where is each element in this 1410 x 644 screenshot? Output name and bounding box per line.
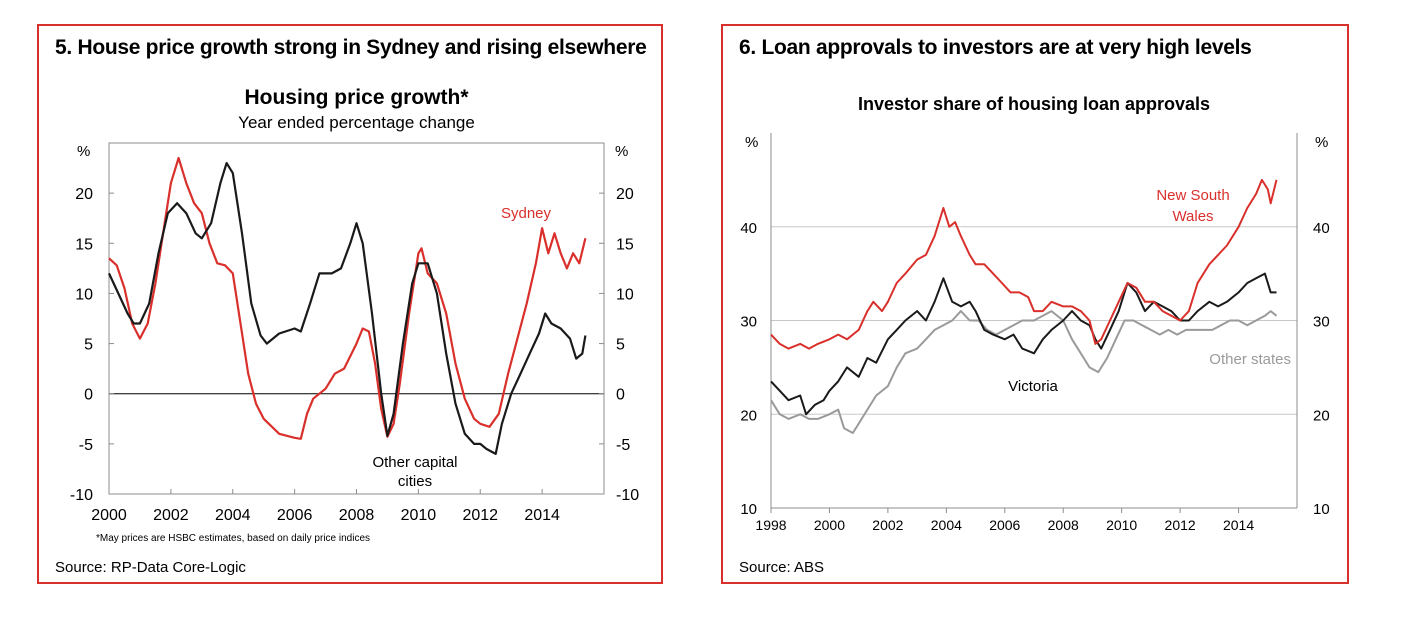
chart-subtitle: Year ended percentage change [238, 113, 475, 132]
y-tick-label-right: 10 [1313, 501, 1330, 518]
series-line-other-states [770, 310, 1278, 434]
panel-heading: 6. Loan approvals to investors are at ve… [739, 36, 1252, 59]
x-tick-label: 2002 [153, 507, 189, 524]
x-tick-label: 2014 [1223, 517, 1254, 533]
y-tick-label-right: -5 [616, 437, 630, 454]
x-tick-label: 2002 [872, 517, 903, 533]
y-tick-label-left: 5 [84, 337, 93, 354]
series-line-sydney [108, 156, 587, 440]
chart-title: Investor share of housing loan approvals [858, 94, 1210, 114]
series-label-new-south-wales: New South [1156, 187, 1229, 204]
y-tick-label-right: 40 [1313, 220, 1330, 237]
y-tick-label-right: 20 [1313, 407, 1330, 424]
source-note: Source: RP-Data Core-Logic [55, 559, 246, 576]
y-tick-label-left: 0 [84, 387, 93, 404]
panel-heading: 5. House price growth strong in Sydney a… [55, 36, 647, 59]
house-price-growth-chart: Housing price growth* Year ended percenta… [70, 86, 639, 544]
x-tick-label: 2006 [989, 517, 1020, 533]
series-label-other-capital-cities: Other capital [372, 454, 457, 471]
y-unit-right: % [1315, 134, 1328, 151]
chart-panel-investor-loan-share: 6. Loan approvals to investors are at ve… [721, 24, 1349, 584]
source-note: Source: ABS [739, 559, 825, 576]
y-tick-label-left: -10 [70, 487, 93, 504]
series-label-sydney: Sydney [501, 205, 552, 222]
x-tick-label: 2014 [524, 507, 560, 524]
y-unit-left: % [77, 143, 90, 160]
y-tick-label-left: -5 [79, 437, 93, 454]
y-tick-label-left: 20 [75, 186, 93, 203]
x-tick-label: 2000 [814, 517, 845, 533]
y-tick-label-right: 5 [616, 337, 625, 354]
x-tick-label: 1998 [755, 517, 786, 533]
plot-frame [108, 142, 605, 495]
series-label-other-capital-cities: cities [398, 473, 432, 490]
chart-title: Housing price growth* [244, 86, 469, 109]
x-tick-label: 2000 [91, 507, 127, 524]
y-tick-label-left: 15 [75, 236, 93, 253]
x-tick-label: 2004 [215, 507, 251, 524]
y-unit-left: % [745, 134, 758, 151]
x-tick-label: 2012 [1165, 517, 1196, 533]
x-tick-label: 2008 [1048, 517, 1079, 533]
series-label-victoria: Victoria [1008, 378, 1058, 395]
series-line-other-capital-cities [108, 162, 587, 455]
chart-panel-house-price-growth: 5. House price growth strong in Sydney a… [37, 24, 663, 584]
x-tick-label: 2010 [1106, 517, 1137, 533]
x-tick-label: 2010 [401, 507, 437, 524]
y-tick-label-right: 0 [616, 387, 625, 404]
y-tick-label-left: 30 [740, 314, 757, 331]
x-tick-label: 2012 [462, 507, 498, 524]
series-label-other-states: Other states [1209, 351, 1291, 368]
y-tick-label-right: 15 [616, 236, 634, 253]
y-tick-label-right: 30 [1313, 314, 1330, 331]
x-tick-label: 2004 [931, 517, 962, 533]
y-tick-label-left: 10 [740, 501, 757, 518]
series-line-victoria [770, 272, 1277, 416]
y-tick-label-left: 40 [740, 220, 757, 237]
y-unit-right: % [615, 143, 628, 160]
y-tick-label-right: 20 [616, 186, 634, 203]
x-tick-label: 2008 [339, 507, 375, 524]
chart-footnote: *May prices are HSBC estimates, based on… [96, 533, 370, 544]
x-tick-label: 2006 [277, 507, 313, 524]
y-tick-label-right: 10 [616, 286, 634, 303]
investor-loan-share-chart: Investor share of housing loan approvals… [740, 94, 1330, 533]
y-tick-label-left: 20 [740, 407, 757, 424]
series-label-new-south-wales: Wales [1172, 208, 1213, 225]
y-tick-label-right: -10 [616, 487, 639, 504]
y-tick-label-left: 10 [75, 286, 93, 303]
series-line-new-south-wales [770, 178, 1278, 350]
